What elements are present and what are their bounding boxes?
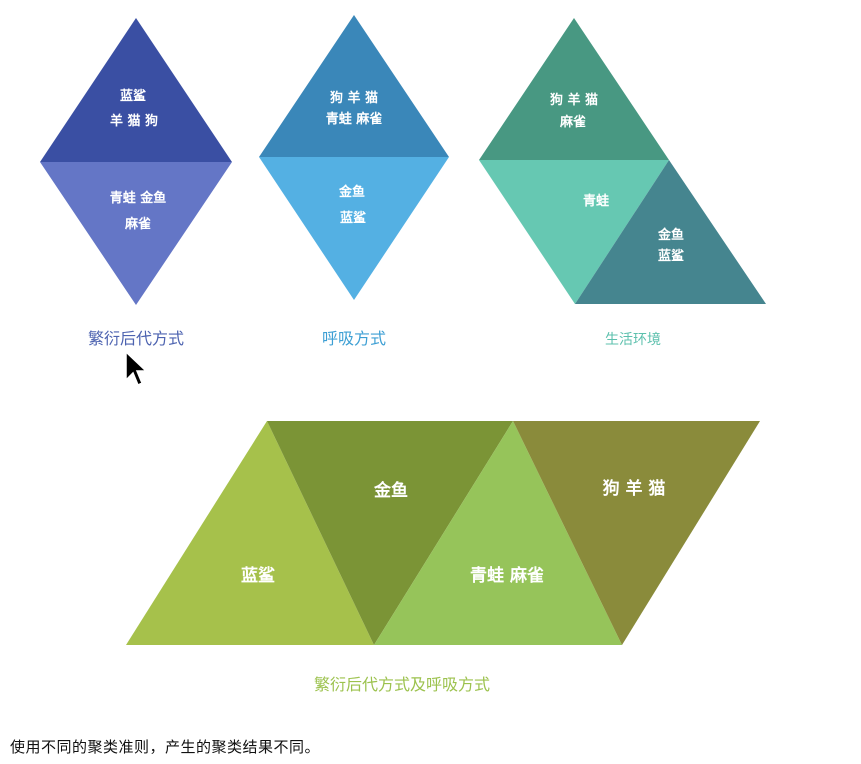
breathing-lower-label-1: 金鱼 [338, 184, 365, 200]
combined-diagram: 蓝鲨 金鱼 青蛙 麻雀 狗 羊 猫 [126, 421, 760, 645]
reproduction-upper-label-1: 蓝鲨 [120, 88, 146, 104]
reproduction-lower-label-2: 麻雀 [124, 216, 151, 232]
habitat-top-label-1: 狗 羊 猫 [550, 92, 598, 108]
reproduction-lower-triangle [40, 162, 232, 305]
mouse-cursor-icon [125, 350, 148, 387]
breathing-upper-label-2: 青蛙 麻雀 [326, 111, 383, 127]
combined-segment-4 [513, 421, 760, 645]
habitat-bottom-label-1: 金鱼 [657, 227, 684, 243]
breathing-title: 呼吸方式 [322, 329, 386, 348]
reproduction-title: 繁衍后代方式 [88, 329, 184, 348]
caption-text: 使用不同的聚类准则，产生的聚类结果不同。 [10, 738, 321, 756]
habitat-middle-label: 青蛙 [583, 193, 609, 209]
habitat-top-label-2: 麻雀 [559, 114, 586, 130]
breathing-lower-label-2: 蓝鲨 [340, 210, 366, 226]
combined-segment-1 [126, 421, 374, 645]
habitat-title: 生活环境 [605, 332, 661, 348]
breathing-lower-triangle [259, 157, 449, 300]
combined-segment-4-label: 狗 羊 猫 [603, 478, 666, 499]
combined-segment-3 [374, 421, 622, 645]
breathing-upper-label-1: 狗 羊 猫 [330, 90, 378, 106]
habitat-middle-triangle [479, 160, 669, 304]
breathing-upper-triangle [259, 15, 449, 157]
reproduction-diamond: 蓝鲨 羊 猫 狗 青蛙 金鱼 麻雀 [40, 18, 232, 305]
reproduction-lower-label-1: 青蛙 金鱼 [110, 190, 167, 206]
habitat-diagram: 狗 羊 猫 麻雀 青蛙 金鱼 蓝鲨 [479, 18, 766, 304]
combined-segment-1-label: 蓝鲨 [241, 566, 275, 586]
reproduction-upper-label-2: 羊 猫 狗 [110, 113, 158, 129]
combined-title: 繁衍后代方式及呼吸方式 [314, 675, 490, 694]
habitat-top-triangle [479, 18, 669, 160]
combined-segment-2-label: 金鱼 [373, 480, 408, 501]
breathing-diamond: 狗 羊 猫 青蛙 麻雀 金鱼 蓝鲨 [259, 15, 449, 300]
habitat-bottom-triangle [575, 160, 766, 304]
reproduction-upper-triangle [40, 18, 232, 162]
habitat-bottom-label-2: 蓝鲨 [658, 248, 684, 264]
combined-segment-3-label: 青蛙 麻雀 [470, 565, 544, 586]
combined-segment-2 [267, 421, 513, 645]
